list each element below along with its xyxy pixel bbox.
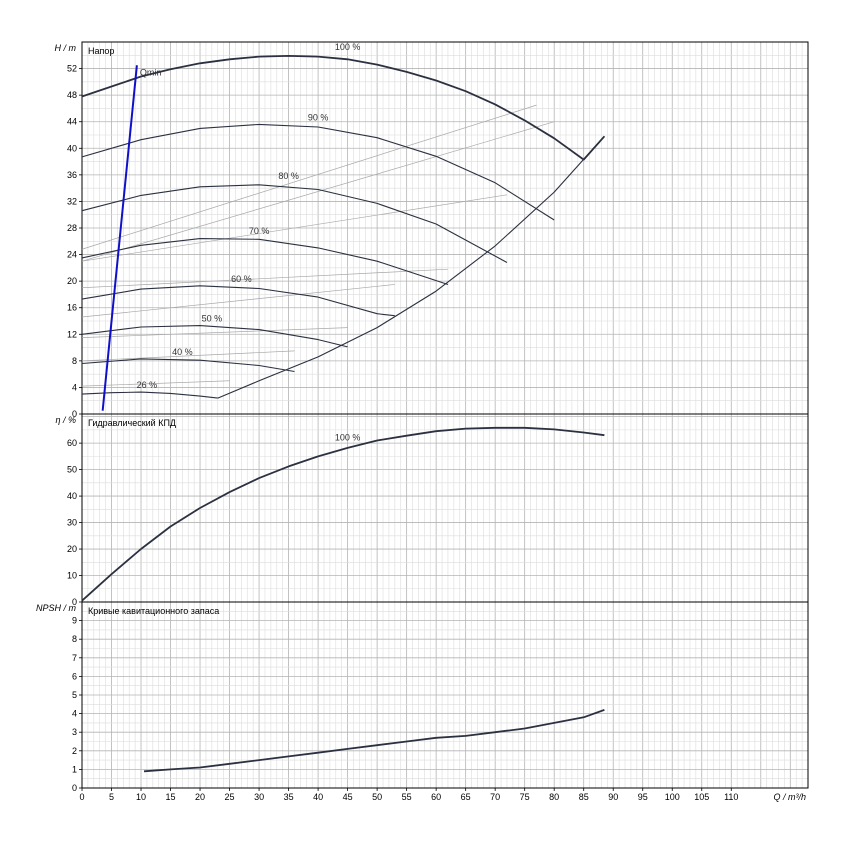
x-tick-label: 80 bbox=[549, 792, 559, 802]
x-tick-label: 90 bbox=[608, 792, 618, 802]
x-tick-label: 10 bbox=[136, 792, 146, 802]
x-tick-label: 20 bbox=[195, 792, 205, 802]
efficiency-guide-line bbox=[81, 284, 395, 318]
x-tick-label: 95 bbox=[638, 792, 648, 802]
curve-label: 90 % bbox=[308, 112, 329, 122]
y-tick-label: 5 bbox=[72, 690, 77, 700]
series-line bbox=[81, 426, 605, 602]
y-tick-label: 40 bbox=[67, 143, 77, 153]
x-tick-label: 55 bbox=[402, 792, 412, 802]
x-tick-label: 65 bbox=[461, 792, 471, 802]
qmin-label: Qmin bbox=[140, 67, 162, 77]
y-tick-label: 10 bbox=[67, 571, 77, 581]
efficiency-guide-line bbox=[81, 268, 448, 289]
x-tick-label: 110 bbox=[724, 792, 738, 802]
efficiency-guide-line bbox=[81, 104, 537, 250]
panel-title: Кривые кавитационного запаса bbox=[88, 606, 219, 616]
x-tick-label: 40 bbox=[313, 792, 323, 802]
series-line bbox=[81, 123, 555, 221]
y-tick-label: 32 bbox=[67, 196, 77, 206]
x-tick-label: 105 bbox=[694, 792, 709, 802]
series-line bbox=[217, 135, 605, 399]
panel-title: Напор bbox=[88, 46, 114, 56]
x-tick-label: 75 bbox=[520, 792, 530, 802]
series-line bbox=[81, 184, 508, 263]
efficiency-guide-line bbox=[81, 380, 230, 387]
y-tick-label: 30 bbox=[67, 518, 77, 528]
y-axis-label: H / m bbox=[55, 43, 77, 53]
panel-frame bbox=[81, 413, 809, 603]
panel-2: 0 10 20 30 40 50 60 η / % Гидравлический КПД 100 … bbox=[55, 413, 809, 607]
curve-label: 60 % bbox=[231, 274, 252, 284]
y-tick-label: 8 bbox=[72, 634, 77, 644]
x-tick-label: 100 bbox=[665, 792, 680, 802]
curve-label: 70 % bbox=[249, 226, 270, 236]
y-tick-label: 6 bbox=[72, 671, 77, 681]
qmin-line bbox=[101, 65, 138, 411]
x-tick-label: 30 bbox=[254, 792, 264, 802]
y-tick-label: 20 bbox=[67, 276, 77, 286]
y-tick-label: 1 bbox=[72, 764, 77, 774]
efficiency-guide-line bbox=[81, 350, 295, 362]
x-tick-label: 85 bbox=[579, 792, 589, 802]
efficiency-guide-line bbox=[81, 194, 508, 262]
series-line bbox=[81, 358, 295, 373]
x-tick-label: 70 bbox=[490, 792, 500, 802]
curve-label: 100 % bbox=[335, 42, 361, 52]
y-tick-label: 16 bbox=[67, 303, 77, 313]
y-tick-label: 4 bbox=[72, 709, 77, 719]
y-tick-label: 9 bbox=[72, 616, 77, 626]
x-tick-label: 60 bbox=[431, 792, 441, 802]
y-tick-label: 36 bbox=[67, 170, 77, 180]
y-tick-label: 0 bbox=[72, 409, 77, 419]
y-tick-label: 12 bbox=[67, 329, 77, 339]
y-tick-label: 24 bbox=[67, 250, 77, 260]
series-line bbox=[81, 55, 606, 161]
y-tick-label: 0 bbox=[72, 597, 77, 607]
efficiency-guide-line bbox=[81, 121, 555, 262]
y-tick-label: 44 bbox=[67, 117, 77, 127]
y-tick-label: 20 bbox=[67, 544, 77, 554]
y-tick-label: 52 bbox=[67, 64, 77, 74]
x-tick-label: 15 bbox=[166, 792, 176, 802]
x-tick-label: 35 bbox=[284, 792, 294, 802]
curve-label: 40 % bbox=[172, 347, 193, 357]
x-tick-label: 5 bbox=[109, 792, 114, 802]
panel-title: Гидравлический КПД bbox=[88, 418, 176, 428]
x-tick-label: 0 bbox=[79, 792, 84, 802]
series-line bbox=[81, 391, 218, 399]
y-tick-label: 7 bbox=[72, 653, 77, 663]
y-tick-label: 40 bbox=[67, 491, 77, 501]
x-tick-label: 25 bbox=[225, 792, 235, 802]
x-axis-label: Q / m³/h bbox=[773, 792, 806, 802]
y-tick-label: 8 bbox=[72, 356, 77, 366]
x-tick-label: 50 bbox=[372, 792, 382, 802]
y-tick-label: 60 bbox=[67, 438, 77, 448]
x-tick-label: 45 bbox=[343, 792, 353, 802]
y-tick-label: 3 bbox=[72, 727, 77, 737]
curve-label: 26 % bbox=[137, 380, 158, 390]
y-tick-label: 28 bbox=[67, 223, 77, 233]
y-axis-label: NPSH / m bbox=[36, 603, 77, 613]
y-tick-label: 50 bbox=[67, 465, 77, 475]
y-tick-label: 4 bbox=[72, 382, 77, 392]
y-tick-label: 48 bbox=[67, 90, 77, 100]
series-line bbox=[81, 285, 395, 317]
series-line bbox=[143, 709, 605, 773]
y-axis-label: η / % bbox=[55, 415, 76, 425]
efficiency-guide-line bbox=[81, 327, 348, 338]
series-line bbox=[81, 325, 348, 348]
y-tick-label: 2 bbox=[72, 746, 77, 756]
series-line bbox=[81, 238, 449, 286]
curve-label: 50 % bbox=[202, 314, 223, 324]
curve-label: 100 % bbox=[335, 432, 361, 442]
y-tick-label: 0 bbox=[72, 783, 77, 793]
curve-label: 80 % bbox=[278, 171, 299, 181]
